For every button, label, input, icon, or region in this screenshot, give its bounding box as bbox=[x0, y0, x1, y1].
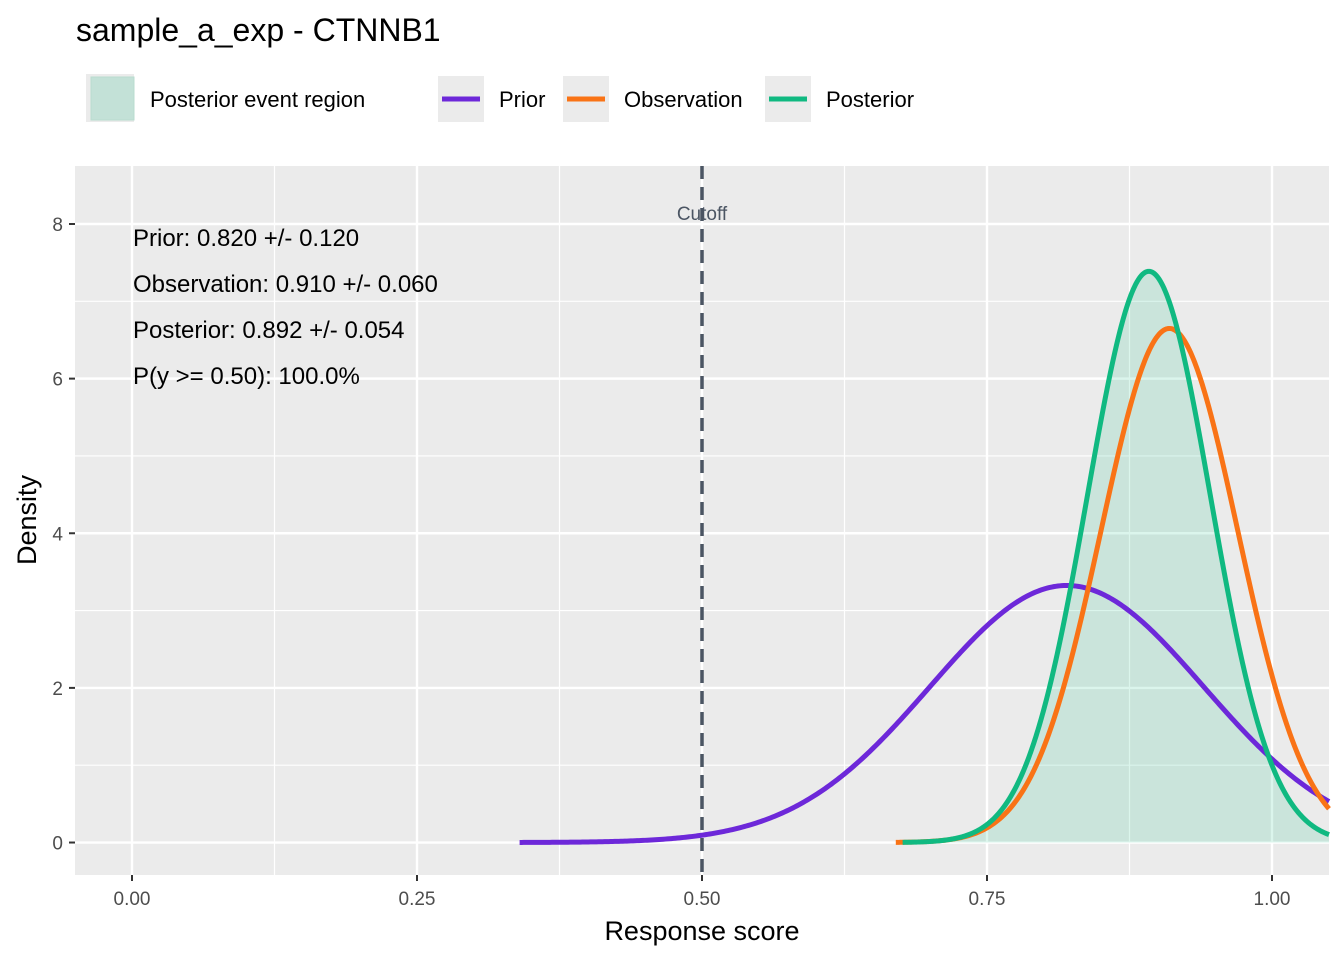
legend-label-posterior: Posterior bbox=[826, 87, 914, 112]
y-tick-label: 6 bbox=[52, 370, 63, 391]
y-tick-label: 0 bbox=[52, 834, 63, 855]
x-axis-label: Response score bbox=[604, 916, 799, 946]
x-tick-label: 1.00 bbox=[1254, 889, 1291, 910]
annotation-posterior: Posterior: 0.892 +/- 0.054 bbox=[133, 317, 405, 344]
chart-title: sample_a_exp - CTNNB1 bbox=[76, 12, 441, 48]
y-axis-label: Density bbox=[12, 474, 42, 565]
x-axis: 0.00 0.25 0.50 0.75 1.00 bbox=[114, 875, 1291, 910]
y-tick-label: 2 bbox=[52, 679, 63, 700]
legend-label-prior: Prior bbox=[499, 87, 545, 112]
x-tick-label: 0.00 bbox=[114, 889, 151, 910]
series-line-posterior bbox=[901, 268, 1331, 845]
plot-content: Cutoff bbox=[519, 166, 1331, 875]
annotation-prior: Prior: 0.820 +/- 0.120 bbox=[133, 225, 359, 252]
cutoff-label: Cutoff bbox=[677, 204, 728, 225]
annotation-observation: Observation: 0.910 +/- 0.060 bbox=[133, 271, 438, 298]
legend-fill-swatch bbox=[90, 76, 135, 121]
legend-label-observation: Observation bbox=[624, 87, 743, 112]
y-tick-label: 8 bbox=[52, 215, 63, 236]
legend-label-posterior-event-region: Posterior event region bbox=[150, 87, 365, 112]
x-tick-label: 0.75 bbox=[969, 889, 1006, 910]
y-tick-label: 4 bbox=[52, 524, 63, 545]
annotation-probability: P(y >= 0.50): 100.0% bbox=[133, 363, 360, 390]
x-tick-label: 0.50 bbox=[684, 889, 721, 910]
series-line-prior bbox=[519, 582, 1331, 845]
legend: Posterior event region Prior Observation… bbox=[86, 74, 914, 122]
posterior-event-region bbox=[902, 271, 1329, 843]
legend-key-fill-bg bbox=[86, 74, 134, 122]
stat-annotations: Prior: 0.820 +/- 0.120 Observation: 0.91… bbox=[133, 225, 438, 390]
y-axis: 0 2 4 6 8 bbox=[52, 215, 75, 855]
x-tick-label: 0.25 bbox=[399, 889, 436, 910]
